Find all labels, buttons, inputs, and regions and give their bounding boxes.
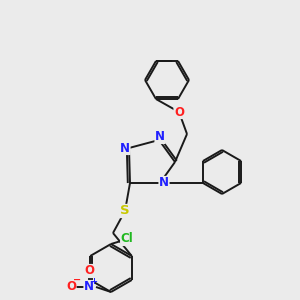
Text: O: O <box>84 265 94 278</box>
Text: N: N <box>84 280 94 293</box>
Text: O: O <box>66 280 76 293</box>
Text: −: − <box>73 275 81 285</box>
Text: +: + <box>91 278 98 286</box>
Text: N: N <box>155 130 165 143</box>
Text: Cl: Cl <box>121 232 134 245</box>
Text: N: N <box>159 176 169 190</box>
Text: S: S <box>120 205 130 218</box>
Text: O: O <box>174 106 184 118</box>
Text: N: N <box>120 142 130 154</box>
